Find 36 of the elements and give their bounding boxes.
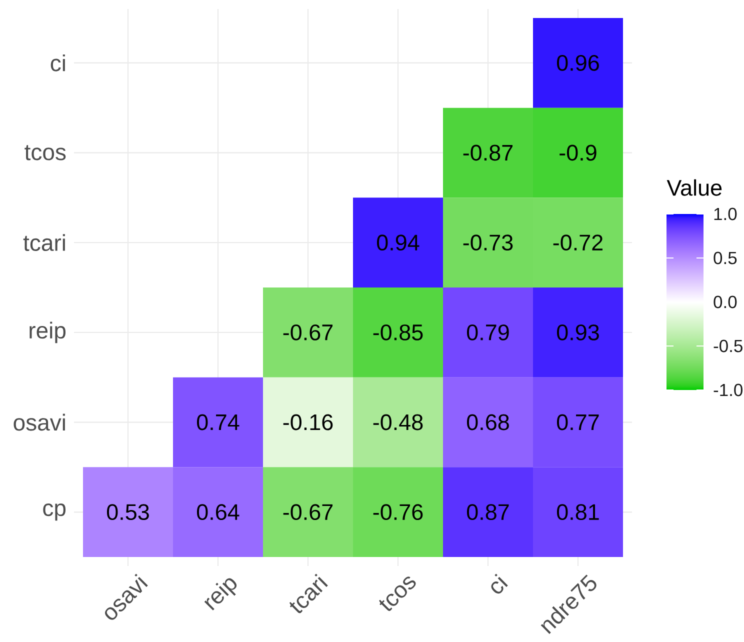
data-label: -0.16	[283, 414, 333, 430]
y-tick-label: reip	[30, 322, 66, 344]
data-label: -0.9	[560, 144, 596, 161]
data-label: -0.76	[373, 504, 423, 520]
y-tick-label: osavi	[14, 414, 65, 431]
data-label: 0.74	[196, 414, 240, 430]
y-tick-label: tcari	[23, 234, 65, 252]
color-bar-label: 1.0	[714, 208, 737, 220]
data-label: 0.93	[556, 324, 599, 340]
y-tick-label: cp	[43, 504, 66, 521]
data-label: 0.87	[466, 504, 509, 520]
data-label: -0.87	[463, 144, 512, 161]
data-label: 0.94	[376, 234, 420, 251]
y-tick-label: tcos	[24, 145, 66, 160]
color-bar-label: -0.5	[714, 340, 742, 352]
color-bar-label: 0.5	[714, 252, 737, 264]
data-label: -0.73	[463, 234, 513, 251]
color-bar-title: Value	[666, 179, 722, 196]
data-label: 0.77	[556, 414, 599, 430]
data-label: 0.53	[106, 504, 149, 520]
data-label: 0.81	[556, 504, 599, 520]
data-label: 0.68	[466, 414, 509, 430]
x-tick-label: reip	[204, 578, 237, 610]
y-tick-label: ci	[50, 54, 65, 72]
data-label: 0.79	[466, 324, 509, 340]
data-label: -0.85	[373, 324, 423, 340]
data-label: 0.96	[556, 54, 599, 71]
data-label: -0.48	[373, 414, 423, 430]
data-label: 0.64	[196, 504, 240, 520]
x-tick-label: tcos	[379, 576, 416, 611]
color-bar-label: 0.0	[714, 296, 737, 308]
color-bar-label: -1.0	[714, 384, 742, 396]
data-label: -0.67	[283, 504, 332, 520]
data-label: -0.67	[283, 324, 332, 340]
data-label: -0.72	[553, 234, 602, 251]
x-tick-label: ci	[491, 574, 508, 594]
